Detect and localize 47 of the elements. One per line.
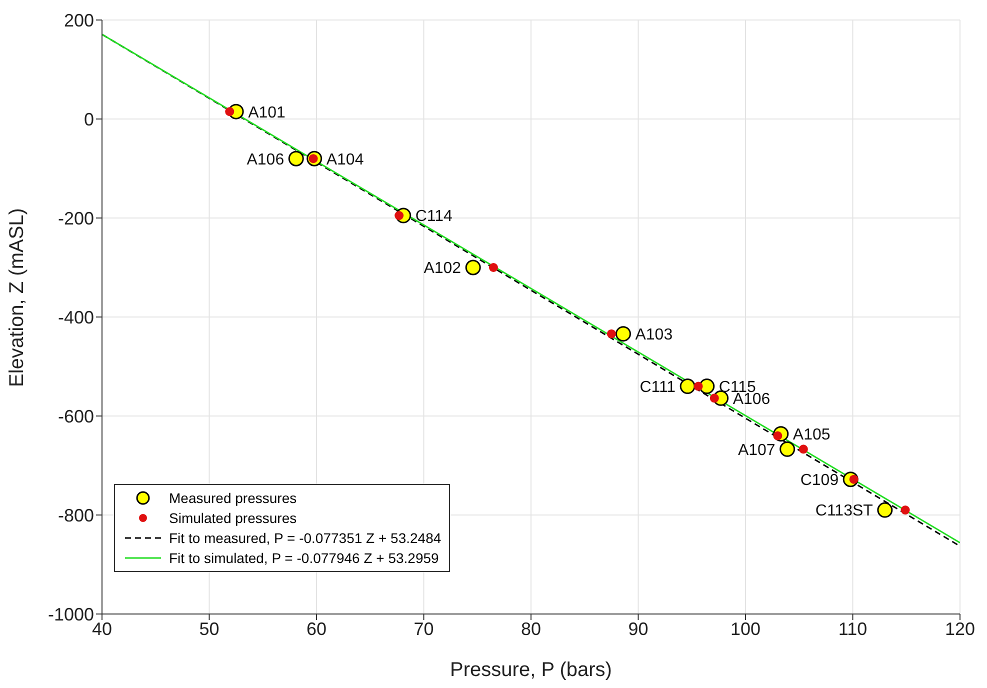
point bbox=[465, 260, 481, 276]
x-tick-label: 90 bbox=[628, 618, 648, 639]
x-tick-label: 40 bbox=[92, 618, 112, 639]
point bbox=[488, 263, 498, 272]
annotation: C109 bbox=[800, 472, 839, 490]
annotation: A104 bbox=[326, 151, 364, 168]
y-axis-title: Elevation, Z (mASL) bbox=[6, 208, 28, 387]
x-tick-label: 100 bbox=[730, 618, 761, 639]
x-tick-label: 110 bbox=[838, 618, 868, 639]
legend-label: Fit to simulated, P = -0.077946 Z + 53.2959 bbox=[169, 550, 439, 566]
annotation: A106 bbox=[246, 151, 284, 168]
y-tick-label: -1000 bbox=[48, 604, 94, 624]
y-tick-label: -600 bbox=[58, 406, 94, 426]
annotation: C114 bbox=[415, 208, 453, 226]
y-tick-label: -800 bbox=[58, 505, 94, 526]
point bbox=[694, 382, 703, 391]
point bbox=[606, 329, 616, 338]
annotation: A105 bbox=[792, 426, 830, 444]
point bbox=[615, 326, 631, 342]
y-tick-label: -400 bbox=[58, 307, 94, 328]
legend-label: Measured pressures bbox=[169, 490, 297, 506]
annotation: A102 bbox=[424, 260, 462, 278]
annotation: A107 bbox=[738, 442, 776, 459]
point bbox=[288, 150, 304, 166]
y-tick-label: -200 bbox=[58, 208, 94, 228]
x-tick-label: 120 bbox=[944, 618, 976, 639]
x-tick-label: 70 bbox=[414, 618, 434, 639]
point bbox=[699, 378, 715, 394]
annotation: A101 bbox=[248, 104, 286, 122]
point bbox=[710, 394, 719, 403]
annotation: A103 bbox=[635, 326, 673, 344]
annotation: C113ST bbox=[815, 502, 874, 520]
point bbox=[780, 441, 796, 457]
point bbox=[225, 107, 234, 116]
legend-label: Simulated pressures bbox=[169, 510, 297, 526]
x-tick-label: 80 bbox=[520, 618, 542, 639]
x-tick-label: 50 bbox=[199, 618, 220, 639]
point bbox=[680, 378, 696, 394]
legend-label: Fit to measured, P = -0.077351 Z + 53.2484 bbox=[169, 530, 442, 546]
point bbox=[900, 506, 910, 515]
point bbox=[798, 444, 808, 454]
y-tick-label: 0 bbox=[84, 109, 94, 130]
point bbox=[877, 502, 893, 518]
y-tick-label: 200 bbox=[64, 10, 94, 30]
annotation: C111 bbox=[640, 378, 676, 396]
x-axis-title: Pressure, P (bars) bbox=[450, 659, 612, 681]
x-tick-label: 60 bbox=[306, 618, 327, 639]
